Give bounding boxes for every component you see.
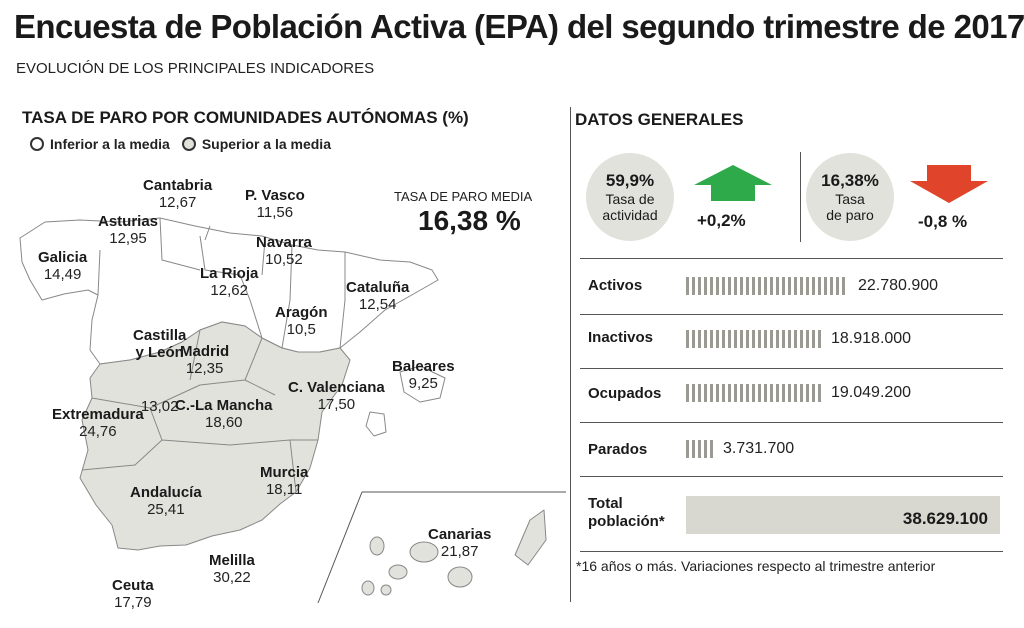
ocupados-bar: [686, 384, 821, 402]
inactivos-bar: [686, 330, 821, 348]
unemployment-rate-value: 16,38%: [821, 171, 879, 190]
row-divider: [580, 476, 1003, 477]
section-divider: [570, 107, 571, 602]
page-subtitle: EVOLUCIÓN DE LOS PRINCIPALES INDICADORES: [16, 60, 375, 77]
row-divider: [580, 422, 1003, 423]
region-melilla: Melilla 30,22: [209, 552, 255, 587]
map-south-above-average: [79, 321, 351, 551]
general-section-title: DATOS GENERALES: [575, 110, 744, 129]
ocupados-label: Ocupados: [588, 385, 662, 402]
region-aragon: Aragón 10,5: [275, 304, 328, 339]
region-pvasco: P. Vasco 11,56: [245, 187, 305, 222]
region-baleares: Baleares 9,25: [392, 358, 455, 393]
region-asturias: Asturias 12,95: [98, 213, 159, 248]
region-madrid: Madrid 12,35: [180, 343, 230, 378]
unemployment-rate-label-1: Tasa: [835, 191, 865, 207]
total-bar: [686, 496, 1000, 534]
region-cantabria: Cantabria 12,67: [143, 177, 213, 212]
activity-rate-value: 59,9%: [605, 171, 655, 190]
spain-map: Cantabria 12,67 P. Vasco 11,56 Asturias …: [19, 177, 566, 612]
region-larioja: La Rioja 12,62: [200, 265, 259, 300]
row-divider: [580, 258, 1003, 259]
ocupados-value: 19.049.200: [831, 384, 912, 401]
unemployment-change-value: -0,8 %: [918, 212, 968, 231]
region-cvalenciana: C. Valenciana 17,50: [288, 379, 385, 414]
total-label-1: Total: [588, 495, 623, 512]
parados-value: 3.731.700: [723, 440, 795, 457]
average-rate-value: 16,38 %: [418, 205, 521, 236]
region-castillaleon: Castilla y León 13,02: [133, 326, 187, 416]
unemployment-rate-label-2: de paro: [826, 207, 874, 224]
total-label-2: población*: [588, 513, 665, 530]
parados-label: Parados: [588, 441, 648, 458]
region-ceuta: Ceuta 17,79: [112, 577, 154, 612]
canarias-divider-diagonal: [317, 491, 363, 604]
row-divider: [580, 368, 1003, 369]
activity-rate-label-1: Tasa de: [605, 191, 655, 207]
activos-value: 22.780.900: [858, 277, 939, 294]
footnote: *16 años o más. Variaciones respecto al …: [576, 558, 936, 574]
spain-map-shapes: [19, 217, 566, 604]
average-rate-label: TASA DE PARO MEDIA: [394, 189, 533, 204]
inactivos-label: Inactivos: [588, 329, 654, 346]
activos-bar: [686, 277, 848, 295]
row-divider: [580, 314, 1003, 315]
activity-rate-label-2: actividad: [602, 207, 658, 224]
above-average-icon: [181, 137, 196, 151]
inactivos-value: 18.918.000: [831, 330, 912, 347]
map-legend: Inferior a la media Superior a la media: [30, 136, 331, 152]
legend-above-label: Superior a la media: [201, 136, 331, 152]
activity-change-value: +0,2%: [697, 211, 746, 230]
legend-below-label: Inferior a la media: [50, 136, 170, 152]
below-average-icon: [30, 137, 44, 151]
total-value: 38.629.100: [902, 509, 988, 528]
region-navarra: Navarra 10,52: [256, 234, 312, 269]
map-section-title: TASA DE PARO POR COMUNIDADES AUTÓNOMAS (…: [22, 108, 469, 127]
activity-rate-circle: 59,9% Tasa de actividad: [586, 153, 674, 241]
row-divider: [580, 551, 1003, 552]
page-title: Encuesta de Población Activa (EPA) del s…: [14, 8, 1024, 45]
up-arrow-icon: [694, 165, 772, 201]
unemployment-rate-circle: 16,38% Tasa de paro: [806, 153, 894, 241]
region-cataluna: Cataluña 12,54: [346, 279, 410, 314]
down-arrow-icon: [910, 165, 988, 203]
activos-label: Activos: [588, 277, 643, 294]
circles-divider: [800, 152, 801, 242]
region-murcia: Murcia 18,11: [260, 464, 309, 499]
region-galicia: Galicia 14,49: [38, 249, 88, 284]
region-andalucia: Andalucía 25,41: [130, 484, 202, 519]
parados-bar: [686, 440, 713, 458]
region-canarias: Canarias 21,87: [428, 526, 492, 561]
region-extremadura: Extremadura 24,76: [52, 406, 144, 441]
region-clamancha: C.-La Mancha 18,60: [175, 397, 273, 432]
